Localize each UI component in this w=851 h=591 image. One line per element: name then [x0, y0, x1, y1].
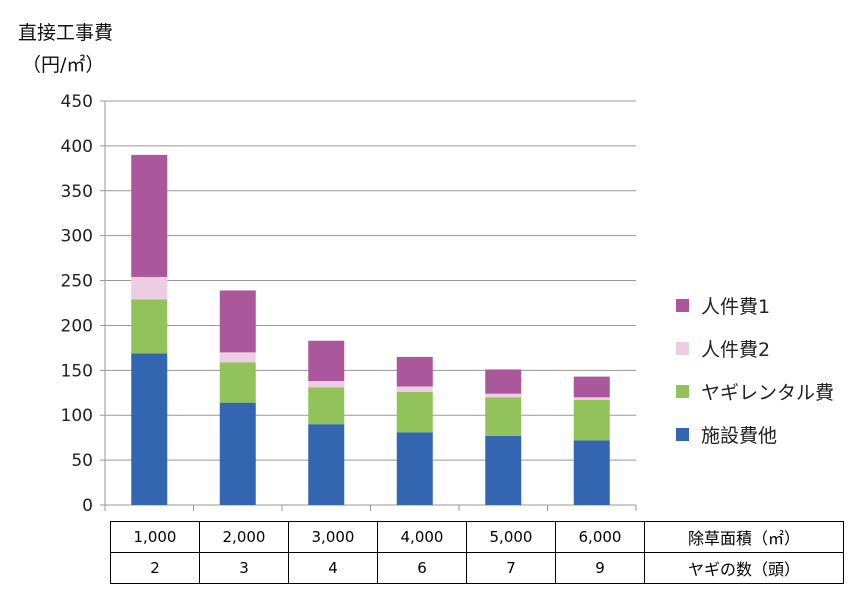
y-tick-label: 350 [61, 182, 93, 202]
bar-segment [131, 353, 168, 505]
legend: 人件費1 人件費2 ヤギレンタル費 施設費他 [676, 284, 834, 456]
bar-segment [131, 154, 168, 277]
y-tick-label: 200 [61, 316, 93, 336]
bar-segment [219, 362, 256, 403]
table-cell: 9 [555, 552, 645, 584]
bar-segment [573, 399, 610, 441]
table-cell: 4,000 [377, 521, 467, 553]
table-cell: 5,000 [466, 521, 556, 553]
bar-segment [573, 397, 610, 400]
y-tick-label: 0 [82, 496, 93, 516]
row-label: 除草面積（㎡） [644, 521, 844, 553]
y-tick-label: 100 [61, 406, 93, 426]
bar-segment [131, 276, 168, 300]
y-tick-label: 250 [61, 272, 93, 292]
legend-label: ヤギレンタル費 [701, 382, 835, 404]
table-cell: 1,000 [110, 521, 200, 553]
y-tick-label: 150 [61, 361, 93, 381]
y-tick-label: 50 [71, 451, 93, 471]
bar-segment [396, 391, 433, 433]
table-cell: 7 [466, 552, 556, 584]
legend-item: 人件費1 [676, 284, 834, 327]
bar-segment [308, 340, 345, 382]
legend-swatch [676, 385, 689, 398]
legend-swatch [676, 342, 689, 355]
legend-item: ヤギレンタル費 [676, 370, 834, 413]
bar-segment [573, 376, 610, 398]
legend-label: 人件費2 [701, 339, 771, 361]
bar-segment [219, 402, 256, 505]
bar-segment [308, 381, 345, 388]
bar-segment [485, 435, 522, 505]
table-cell: 6,000 [555, 521, 645, 553]
legend-swatch [676, 428, 689, 441]
data-table: 1,000 2,000 3,000 4,000 5,000 6,000 除草面積（㎡） 2 3 4… [110, 521, 844, 584]
table-row: 2 3 4 6 7 9 ヤギの数（頭） [110, 552, 844, 584]
bar-segment [131, 299, 168, 354]
bar-segment [573, 440, 610, 505]
row-label: ヤギの数（頭） [644, 552, 844, 584]
bar-segment [219, 290, 256, 353]
legend-item: 人件費2 [676, 327, 834, 370]
bar-segment [308, 387, 345, 425]
table-cell: 6 [377, 552, 467, 584]
table-row: 1,000 2,000 3,000 4,000 5,000 6,000 除草面積（㎡） [110, 521, 844, 553]
bar-segment [396, 386, 433, 392]
table-cell: 3 [199, 552, 289, 584]
table-cell: 3,000 [288, 521, 378, 553]
bar-segment [219, 352, 256, 363]
legend-item: 施設費他 [676, 413, 834, 456]
legend-label: 施設費他 [701, 425, 778, 447]
bar-segment [485, 369, 522, 394]
table-cell: 2 [110, 552, 200, 584]
y-tick-label: 450 [61, 92, 93, 112]
bar-segment [396, 356, 433, 387]
bar-segment [485, 397, 522, 436]
legend-swatch [676, 299, 689, 312]
table-cell: 2,000 [199, 521, 289, 553]
bar-segment [308, 424, 345, 505]
table-cell: 4 [288, 552, 378, 584]
bar-segment [396, 432, 433, 505]
legend-label: 人件費1 [701, 296, 771, 318]
bar-segment [485, 393, 522, 398]
y-tick-label: 400 [61, 137, 93, 157]
y-tick-label: 300 [61, 227, 93, 247]
y-axis-label: （円/㎡） [22, 54, 105, 76]
chart-title: 直接工事費 [18, 22, 114, 44]
